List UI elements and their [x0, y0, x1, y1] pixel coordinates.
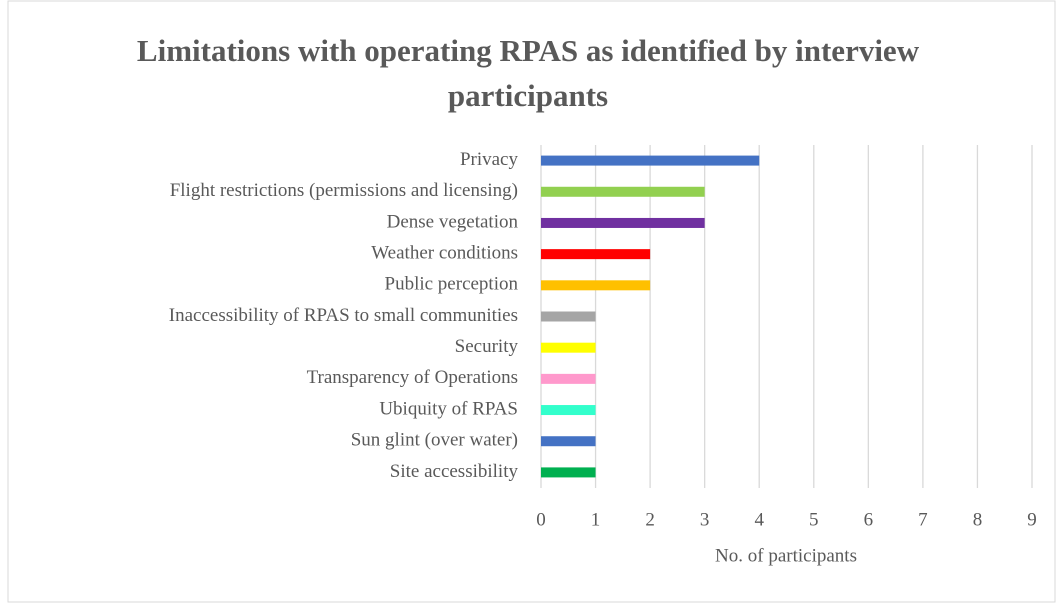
y-tick-label: Site accessibility [390, 461, 519, 482]
x-tick-label: 3 [700, 509, 710, 530]
y-tick-label: Sun glint (over water) [351, 430, 518, 451]
chart-border [7, 0, 1056, 603]
y-tick-label: Transparency of Operations [307, 367, 518, 388]
bar [541, 249, 651, 260]
x-tick-label: 5 [809, 509, 819, 530]
x-tick-label: 8 [973, 509, 983, 530]
bar [541, 311, 596, 322]
bar [541, 280, 651, 291]
x-tick-label: 7 [918, 509, 928, 530]
x-tick-label: 1 [591, 509, 601, 530]
y-tick-label: Dense vegetation [387, 211, 519, 232]
bar [541, 405, 596, 416]
bar [541, 373, 596, 384]
bar [541, 342, 596, 353]
bar [541, 467, 596, 478]
x-tick-label: 9 [1027, 509, 1037, 530]
y-tick-label: Ubiquity of RPAS [379, 398, 518, 419]
bar [541, 155, 760, 166]
y-tick-label: Flight restrictions (permissions and lic… [170, 180, 518, 201]
x-tick-label: 6 [864, 509, 874, 530]
x-tick-label: 2 [645, 509, 655, 530]
y-tick-label: Weather conditions [371, 242, 518, 263]
x-tick-label: 4 [754, 509, 764, 530]
x-axis-label: No. of participants [715, 545, 857, 566]
y-tick-label: Security [455, 336, 519, 357]
y-tick-label: Inaccessibility of RPAS to small communi… [169, 305, 518, 326]
chart-title: Limitations with operating RPAS as ident… [136, 33, 920, 113]
bar [541, 217, 705, 228]
y-tick-label: Privacy [460, 149, 519, 170]
y-tick-label: Public perception [385, 274, 519, 295]
x-tick-label: 0 [536, 509, 546, 530]
bar [541, 186, 705, 197]
bar [541, 436, 596, 447]
